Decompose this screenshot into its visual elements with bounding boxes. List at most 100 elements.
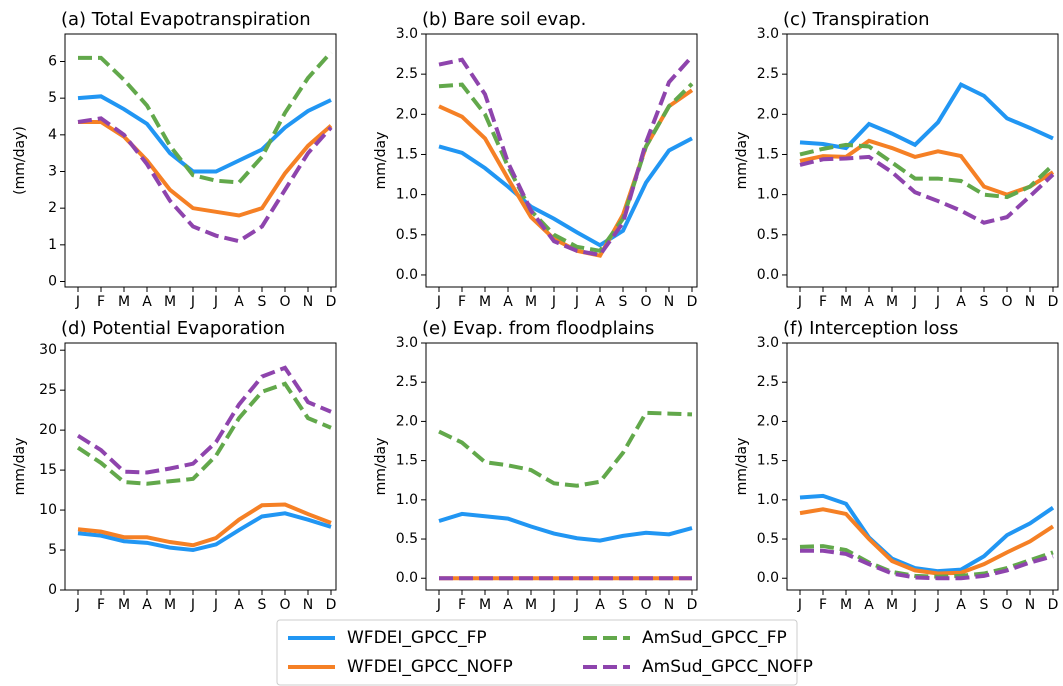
y-tick-label: 1.0 <box>757 187 779 203</box>
y-tick-label: 2.5 <box>396 374 418 390</box>
series-line <box>77 511 332 553</box>
axes-frame <box>425 33 698 288</box>
legend-label: AmSud_GPCC_NOFP <box>642 657 813 677</box>
x-tick-label: N <box>664 294 674 310</box>
x-tick-label: O <box>279 597 290 613</box>
series-line <box>77 94 332 174</box>
x-tick-label: J <box>935 597 940 613</box>
y-tick-label: 5 <box>48 542 57 558</box>
series-line <box>76 365 332 475</box>
x-tick-label: N <box>664 597 674 613</box>
y-tick-label: 0.0 <box>396 267 418 283</box>
series-line <box>78 50 333 185</box>
legend-label: WFDEI_GPCC_NOFP <box>347 657 513 677</box>
x-tick-label: J <box>797 294 802 310</box>
y-tick-label: 2.5 <box>757 66 779 82</box>
y-tick-label: 0.5 <box>396 531 418 547</box>
y-tick-label: 2.0 <box>757 106 779 122</box>
x-tick-label: A <box>595 597 605 613</box>
x-tick-label: N <box>1025 597 1035 613</box>
x-tick-label: O <box>640 597 651 613</box>
y-tick-label: 1.5 <box>396 453 418 469</box>
x-tick-label: D <box>687 294 698 310</box>
x-tick-label: N <box>303 597 313 613</box>
x-tick-label: J <box>574 294 579 310</box>
x-tick-label: J <box>912 597 917 613</box>
y-tick-label: 1.0 <box>396 187 418 203</box>
x-tick-label: J <box>436 294 441 310</box>
y-tick-label: 0.5 <box>757 531 779 547</box>
y-tick-label: 3.0 <box>396 335 418 351</box>
y-tick-label: 1.5 <box>396 146 418 162</box>
y-tick-label: 0.0 <box>757 570 779 586</box>
x-tick-label: M <box>118 597 130 613</box>
y-tick-label: 10 <box>39 502 57 518</box>
y-axis-label: mm/day <box>373 438 389 496</box>
y-tick-label: 1.5 <box>757 146 779 162</box>
x-tick-label: D <box>326 294 337 310</box>
y-tick-label: 0.5 <box>757 227 779 243</box>
chart-title: (c) Transpiration <box>783 9 930 30</box>
x-tick-label: D <box>687 597 698 613</box>
axes-frame <box>786 33 1059 288</box>
x-tick-label: M <box>886 597 898 613</box>
x-tick-label: J <box>75 597 80 613</box>
y-tick-label: 20 <box>39 422 57 438</box>
x-tick-label: S <box>980 597 989 613</box>
series-line <box>78 120 333 218</box>
series-line <box>799 142 1055 200</box>
y-tick-label: 2 <box>48 200 57 216</box>
x-tick-label: O <box>279 294 290 310</box>
x-tick-label: A <box>234 597 244 613</box>
y-tick-label: 2.5 <box>757 374 779 390</box>
x-tick-label: N <box>303 294 313 310</box>
legend-label: WFDEI_GPCC_FP <box>347 628 487 648</box>
y-tick-label: 2.0 <box>396 413 418 429</box>
chart-title: (a) Total Evapotranspiration <box>61 9 311 30</box>
x-tick-label: A <box>503 294 513 310</box>
x-tick-label: M <box>479 294 491 310</box>
x-tick-label: O <box>1001 597 1012 613</box>
y-tick-label: 2.5 <box>396 66 418 82</box>
axes-frame <box>425 342 698 591</box>
series-line <box>77 116 333 244</box>
y-tick-label: 5 <box>48 90 57 106</box>
x-tick-label: J <box>213 597 218 613</box>
x-tick-label: J <box>551 294 556 310</box>
series-line <box>438 82 694 254</box>
y-tick-label: 30 <box>39 342 57 358</box>
x-tick-label: S <box>258 294 267 310</box>
series-line <box>438 136 693 248</box>
series-line <box>799 138 1055 197</box>
series-line <box>799 493 1055 574</box>
x-tick-label: S <box>619 597 628 613</box>
x-tick-label: S <box>619 294 628 310</box>
x-tick-label: J <box>551 597 556 613</box>
x-tick-label: J <box>797 597 802 613</box>
x-tick-label: J <box>213 294 218 310</box>
y-tick-label: 1 <box>48 237 57 253</box>
series-line <box>77 502 332 548</box>
series-line <box>438 55 694 258</box>
x-tick-label: J <box>75 294 80 310</box>
x-tick-label: S <box>980 294 989 310</box>
x-tick-label: M <box>118 294 130 310</box>
axes-frame <box>786 342 1059 591</box>
y-tick-label: 3 <box>48 164 57 180</box>
y-tick-label: 2.0 <box>757 413 779 429</box>
x-tick-label: A <box>864 294 874 310</box>
y-tick-label: 0 <box>48 274 57 290</box>
y-tick-label: 4 <box>48 127 57 143</box>
x-tick-label: A <box>142 294 152 310</box>
y-tick-label: 0 <box>48 582 57 598</box>
y-tick-label: 2.0 <box>396 106 418 122</box>
y-tick-label: 3.0 <box>757 335 779 351</box>
series-line <box>799 154 1055 225</box>
axes-frame <box>64 342 337 591</box>
x-tick-label: A <box>864 597 874 613</box>
y-axis-label: (mm/day) <box>12 126 28 195</box>
chart-title: (b) Bare soil evap. <box>422 9 586 30</box>
y-tick-label: 1.0 <box>396 492 418 508</box>
series-line <box>799 507 1055 576</box>
